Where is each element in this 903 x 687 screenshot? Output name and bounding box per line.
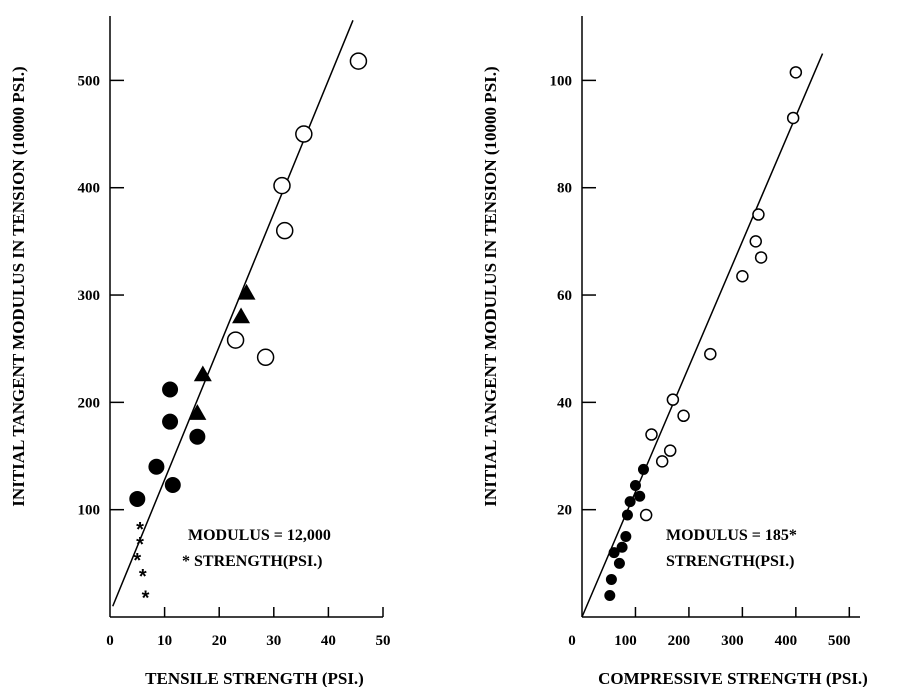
data-point-open-circle	[677, 409, 690, 423]
data-point-open-circle	[666, 393, 680, 406]
data-point-filled-circle	[621, 509, 633, 521]
chart-compressive: 20 40 60 80 100 0 100 200 300 400 500 MODULUS = 185…	[481, 16, 868, 687]
y-tick-label: 20	[557, 503, 572, 519]
fit-equation-annotation: MODULUS = 185*	[666, 527, 797, 544]
fit-line	[581, 53, 824, 618]
data-point-open-circle	[754, 251, 768, 264]
data-point-open-circle	[273, 176, 291, 195]
data-point-filled-circle	[162, 413, 179, 430]
x-tick-label: 0	[568, 633, 576, 649]
data-point-filled-circle	[629, 480, 641, 492]
data-point-filled-circle	[608, 547, 620, 559]
x-tick-label: 300	[721, 633, 744, 649]
x-axis-label: COMPRESSIVE STRENGTH (PSI.)	[598, 669, 868, 687]
y-tick-label: 40	[557, 395, 572, 411]
data-point-open-circle	[645, 428, 658, 441]
data-point-open-circle	[704, 347, 717, 361]
x-tick-label: 500	[828, 633, 851, 649]
data-point-open-circle	[226, 331, 245, 349]
data-point-open-circle	[789, 66, 803, 79]
y-tick-label: 500	[78, 73, 101, 89]
data-point-star: *	[136, 534, 144, 556]
data-point-filled-triangle	[237, 283, 256, 300]
data-point-filled-circle	[616, 541, 628, 553]
data-point-filled-circle	[637, 463, 649, 475]
data-point-filled-circle	[634, 490, 646, 502]
data-point-open-circle	[295, 125, 313, 143]
data-point-open-circle	[752, 208, 765, 221]
data-point-filled-circle	[613, 557, 625, 569]
x-tick-label: 100	[614, 633, 637, 649]
y-tick-label: 80	[557, 181, 572, 197]
data-point-filled-circle	[605, 573, 617, 585]
fit-equation-annotation: * STRENGTH(PSI.)	[182, 553, 322, 570]
data-point-filled-triangle	[232, 307, 251, 324]
data-point-open-circle	[349, 52, 368, 70]
y-tick-label: 100	[550, 73, 573, 89]
x-tick-label: 400	[775, 633, 798, 649]
data-point-open-circle	[736, 270, 749, 283]
data-point-filled-triangle	[188, 404, 207, 420]
data-point-open-circle	[655, 455, 669, 468]
y-axis-label: INITIAL TANGENT MODULUS IN TENSION (1000…	[481, 66, 500, 506]
data-point-open-circle	[663, 444, 677, 457]
data-point-filled-circle	[624, 496, 636, 508]
data-point-open-circle	[786, 111, 800, 125]
y-tick-label: 300	[78, 288, 101, 304]
x-tick-label: 30	[266, 633, 281, 649]
data-point-open-circle	[256, 348, 275, 367]
fit-equation-annotation: MODULUS = 12,000	[188, 527, 331, 544]
data-point-star: *	[133, 550, 141, 572]
data-point-open-circle	[639, 508, 653, 522]
x-tick-label: 10	[157, 633, 172, 649]
y-tick-label: 60	[557, 288, 572, 304]
data-point-filled-circle	[129, 490, 146, 507]
data-point-filled-circle	[162, 381, 179, 398]
y-tick-label: 400	[78, 181, 101, 197]
y-tick-label: 100	[78, 503, 101, 519]
data-point-star: *	[139, 566, 147, 588]
data-point-filled-circle	[620, 531, 632, 543]
x-tick-label: 50	[376, 633, 391, 649]
data-point-filled-circle	[148, 458, 165, 475]
y-axis-label: INITIAL TANGENT MODULUS IN TENSION (1000…	[9, 66, 28, 506]
data-point-filled-circle	[164, 476, 181, 493]
x-tick-label: 40	[321, 633, 336, 649]
x-tick-label: 20	[212, 633, 227, 649]
data-point-star: *	[136, 519, 144, 541]
x-axis-label: TENSILE STRENGTH (PSI.)	[145, 669, 364, 687]
data-point-open-circle	[749, 235, 762, 248]
data-point-open-circle	[275, 221, 294, 240]
fit-line	[112, 20, 354, 607]
data-point-star: *	[142, 588, 150, 610]
data-point-filled-triangle	[193, 365, 212, 382]
y-tick-label: 200	[78, 395, 101, 411]
data-point-filled-circle	[604, 590, 616, 602]
fit-equation-annotation: STRENGTH(PSI.)	[666, 553, 794, 570]
x-tick-label: 0	[106, 633, 114, 649]
data-point-filled-circle	[189, 428, 206, 445]
x-tick-label: 200	[668, 633, 691, 649]
